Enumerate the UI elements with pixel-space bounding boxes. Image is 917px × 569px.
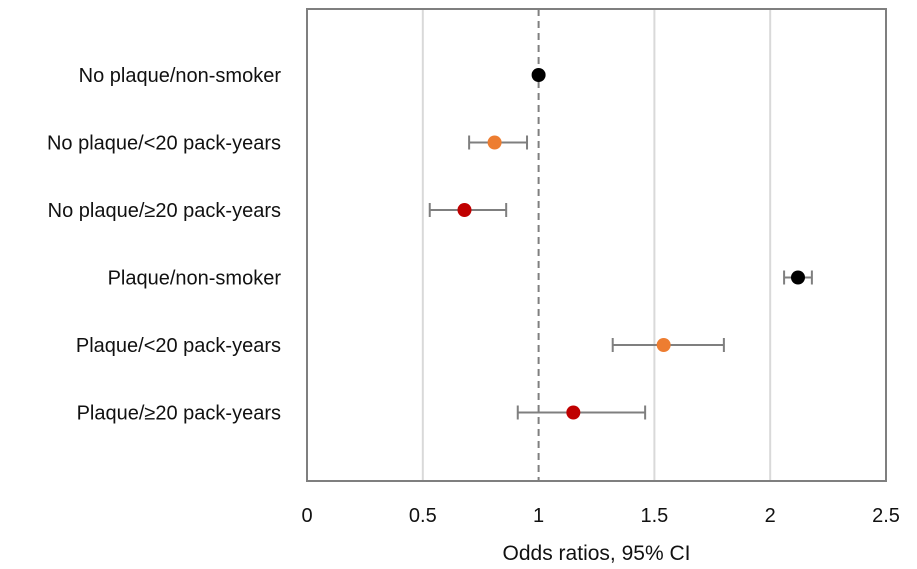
x-tick-label: 0 xyxy=(301,505,312,527)
x-tick-label: 0.5 xyxy=(409,505,437,527)
row-label: No plaque/<20 pack-years xyxy=(47,133,281,155)
row-label: Plaque/<20 pack-years xyxy=(76,335,281,357)
odds-ratio-point xyxy=(457,203,472,217)
odds-ratio-point xyxy=(790,270,805,285)
row-label: Plaque/non-smoker xyxy=(108,268,282,290)
row-label: No plaque/≥20 pack-years xyxy=(48,200,281,222)
odds-ratio-point xyxy=(656,338,671,352)
x-tick-label: 2 xyxy=(765,505,776,527)
row-labels: No plaque/non-smoker No plaque/<20 pack-y… xyxy=(47,65,281,425)
odds-ratio-point xyxy=(487,135,502,150)
point-group xyxy=(531,68,546,82)
plot-area-frame xyxy=(306,8,887,482)
row-label: No plaque/non-smoker xyxy=(79,65,282,87)
x-tick-labels: 0 0.5 1 1.5 2 2.5 xyxy=(301,505,899,527)
odds-ratio-point xyxy=(531,68,546,82)
point-group xyxy=(516,405,647,420)
row-label: Plaque/≥20 pack-years xyxy=(77,403,281,425)
x-axis-title: Odds ratios, 95% CI xyxy=(503,542,691,565)
x-tick-label: 1 xyxy=(533,505,544,527)
x-tick-label: 1.5 xyxy=(640,505,668,527)
point-group xyxy=(783,270,813,285)
point-group xyxy=(611,338,725,352)
data-points xyxy=(428,68,813,420)
odds-ratio-point xyxy=(566,405,581,420)
gridlines xyxy=(421,9,772,481)
point-group xyxy=(468,135,529,150)
x-tick-label: 2.5 xyxy=(872,505,900,527)
point-group xyxy=(428,203,508,217)
